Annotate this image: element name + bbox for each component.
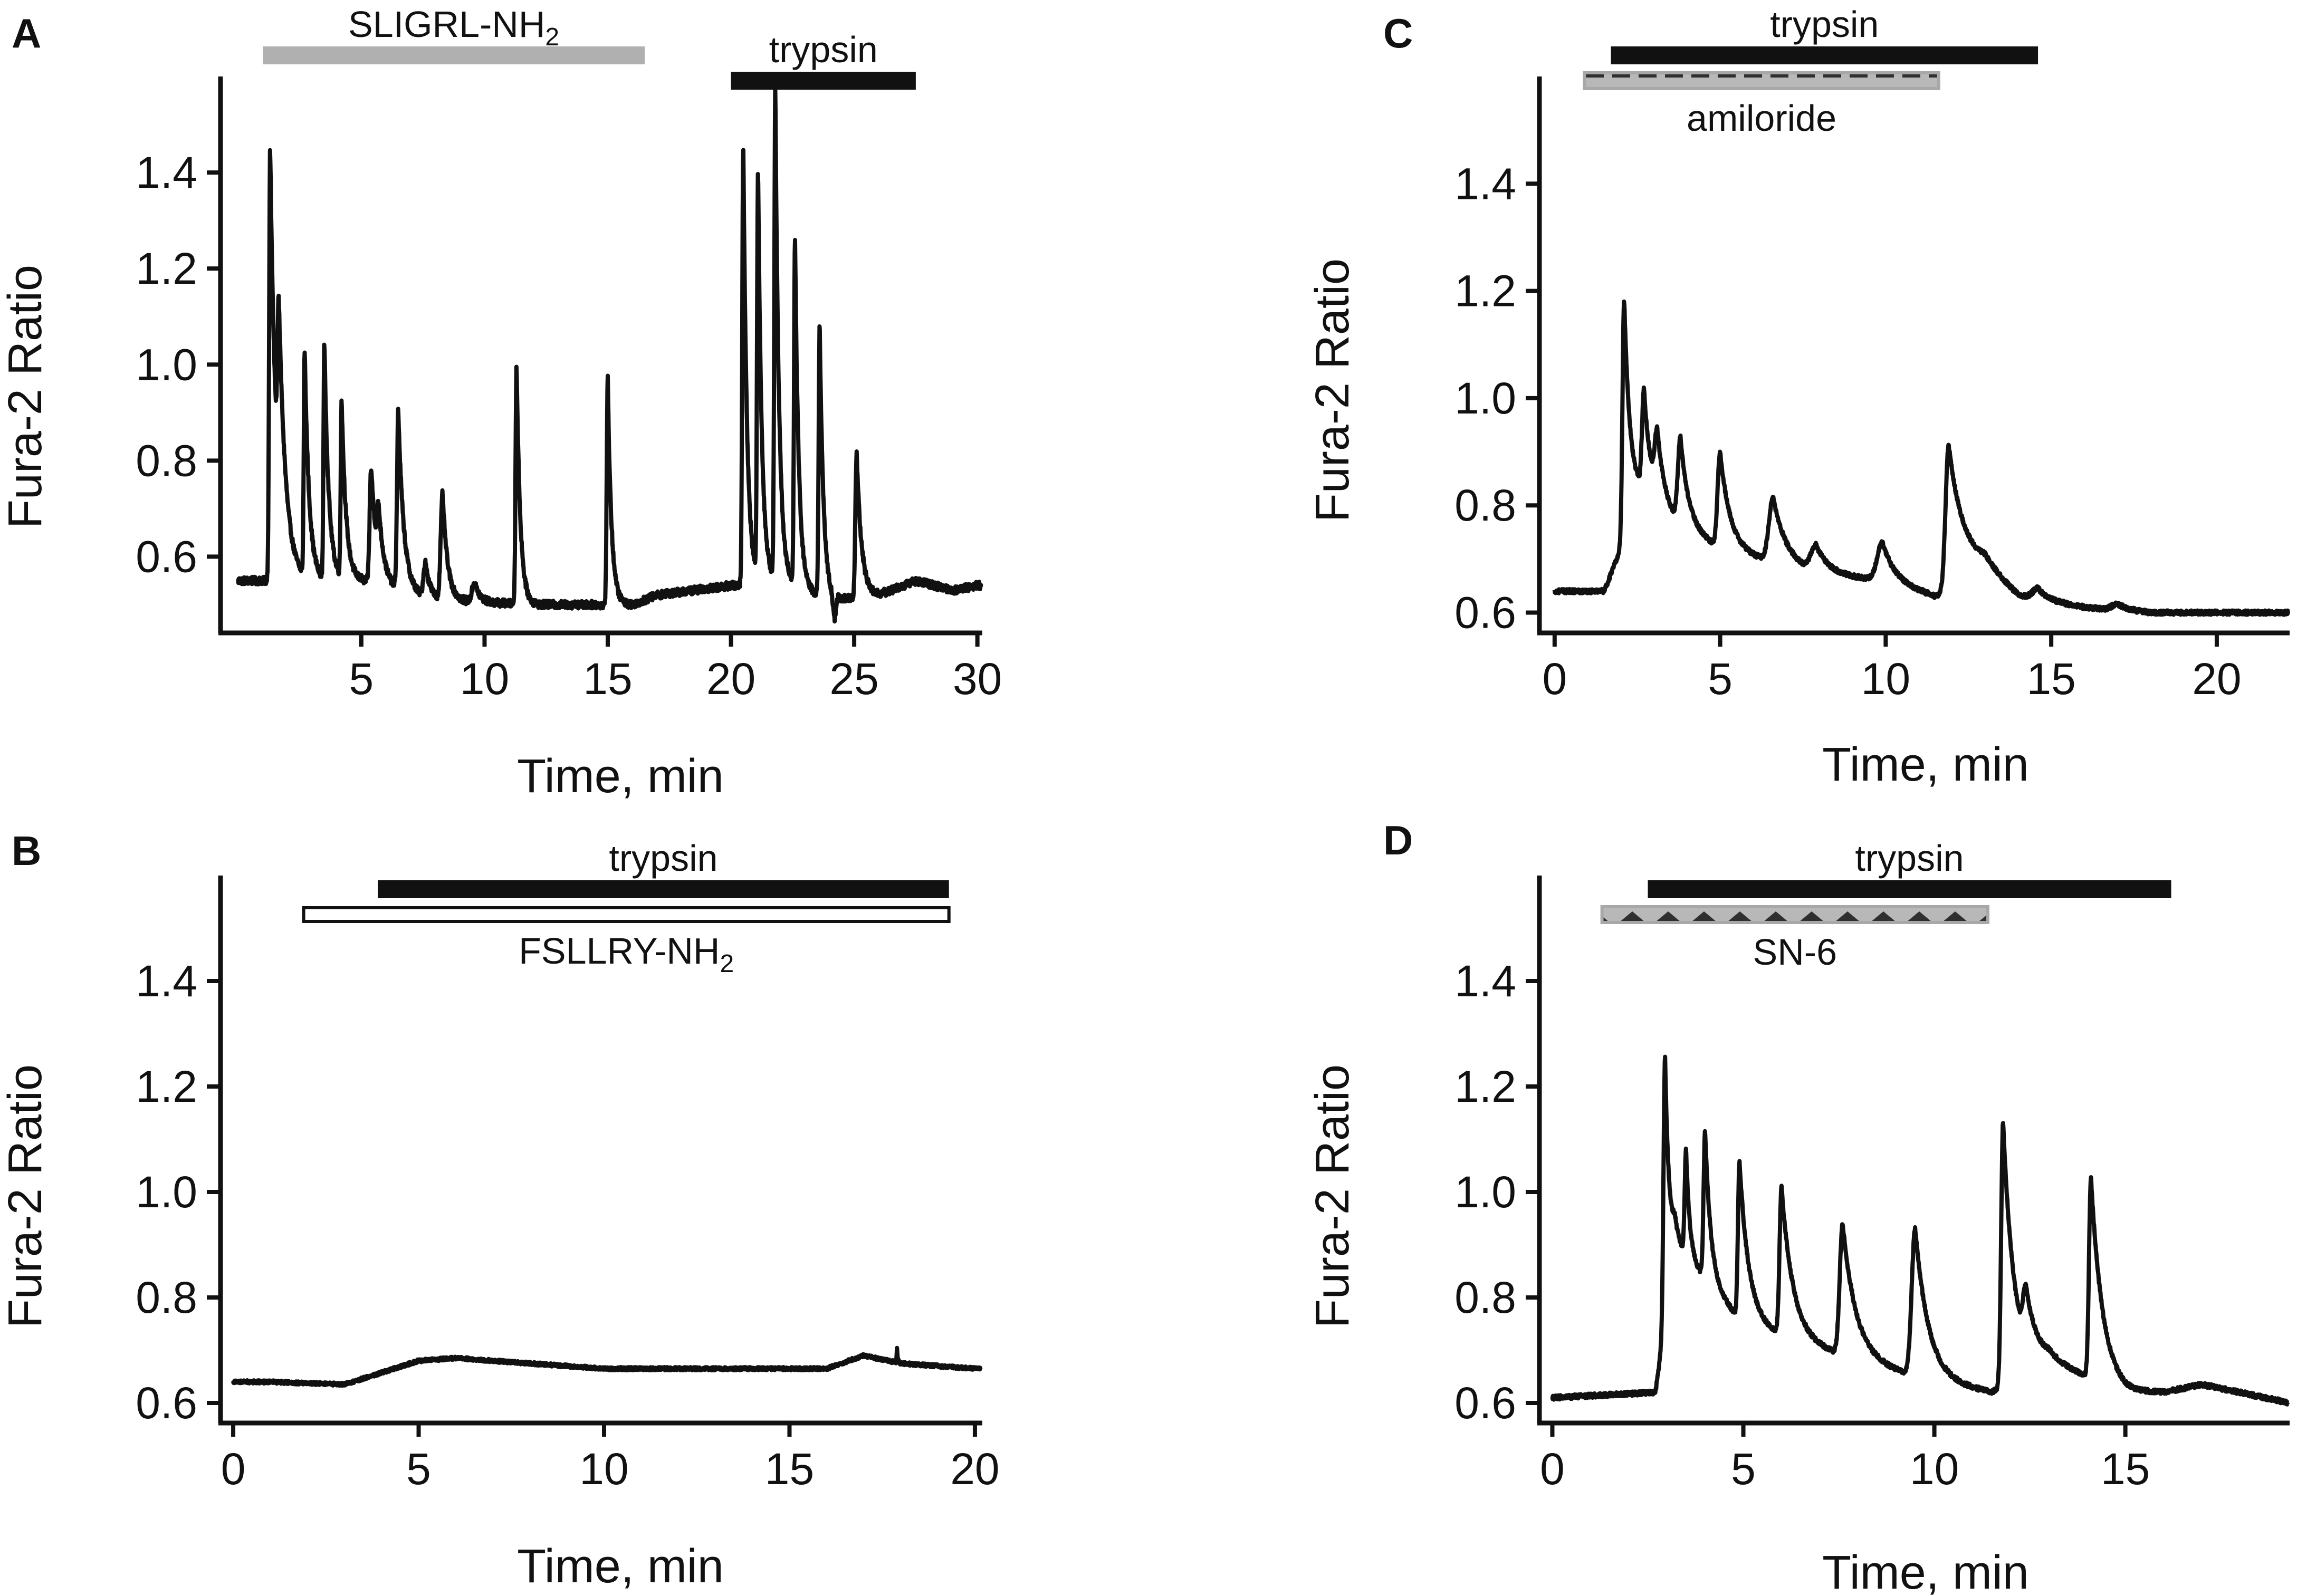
- panel-b-x-axis-title: Time, min: [517, 1540, 724, 1593]
- panel-letter-b: B: [12, 828, 41, 874]
- x-tick-label: 0: [1540, 1444, 1565, 1494]
- x-tick-label: 15: [2026, 654, 2075, 704]
- y-tick-label: 0.6: [1454, 588, 1516, 638]
- y-tick-label: 1.0: [1454, 373, 1516, 423]
- y-tick-label: 0.6: [1454, 1378, 1516, 1428]
- treatment-bar-trypsin: [1611, 46, 2038, 64]
- y-tick-label: 1.2: [136, 244, 197, 293]
- panel-c-y-axis-title: Fura-2 Ratio: [1306, 258, 1359, 522]
- panel-b-treatments: trypsin FSLLRY-NH2: [302, 838, 951, 978]
- y-tick-label: 1.0: [136, 340, 197, 389]
- treatment-bar-amiloride: [1583, 71, 1940, 90]
- panel-d-trace: [1550, 1054, 2290, 1407]
- treatment-bar-sligrl-nh: [263, 46, 645, 64]
- panel-a-y-axis-title: Fura-2 Ratio: [0, 265, 52, 528]
- x-tick-label: 5: [349, 654, 374, 704]
- x-tick-label: 5: [1731, 1444, 1756, 1494]
- panel-letter-d: D: [1383, 817, 1413, 863]
- panel-letter-c: C: [1383, 10, 1413, 56]
- y-tick-label: 0.8: [1454, 1273, 1516, 1322]
- treatment-bar-trypsin: [378, 880, 949, 898]
- panel-c-treatments: trypsin amiloride: [1583, 4, 2038, 139]
- x-tick-label: 0: [221, 1444, 246, 1494]
- treatment-label: trypsin: [769, 29, 878, 70]
- x-tick-label: 10: [1861, 654, 1910, 704]
- panel-a-trace: [236, 84, 983, 624]
- y-tick-label: 1.4: [136, 956, 197, 1006]
- y-tick-label: 1.4: [1454, 159, 1516, 208]
- panel-b-y-axis-title: Fura-2 Ratio: [0, 1064, 52, 1328]
- panel-a-x-axis-title: Time, min: [517, 750, 724, 803]
- treatment-label: FSLLRY-NH2: [519, 930, 734, 978]
- panel-a-treatments: SLIGRL-NH2 trypsin: [263, 4, 916, 90]
- panel-a-axes: 0.6 0.8 1.0 1.2 1.4 5 10 15 20 25 30: [136, 76, 1002, 704]
- x-tick-label: 20: [2192, 654, 2241, 704]
- panel-b-axes: 0.6 0.8 1.0 1.2 1.4 0 5 10 15 20: [136, 876, 1000, 1494]
- treatment-label: trypsin: [1770, 4, 1879, 45]
- panel-d-x-axis-title: Time, min: [1822, 1546, 2029, 1596]
- x-tick-label: 20: [950, 1444, 999, 1494]
- y-tick-label: 0.6: [136, 532, 197, 581]
- y-tick-label: 1.0: [136, 1167, 197, 1217]
- panel-c-axes: 0.6 0.8 1.0 1.2 1.4 0 5 10 15 20: [1454, 76, 2290, 704]
- treatment-bar-sn-6: [1600, 905, 1989, 924]
- treatment-label: amiloride: [1687, 98, 1836, 139]
- y-tick-label: 0.8: [136, 436, 197, 485]
- x-tick-label: 10: [579, 1444, 628, 1494]
- y-tick-label: 1.4: [136, 148, 197, 197]
- x-tick-label: 10: [1910, 1444, 1959, 1494]
- panel-d-y-axis-title: Fura-2 Ratio: [1306, 1064, 1359, 1328]
- y-tick-label: 1.2: [1454, 266, 1516, 316]
- x-tick-label: 30: [953, 654, 1002, 704]
- panel-b: B trypsin FSLLRY-NH2 0.6 0.8 1.0 1.2 1.4 0 5 10 1…: [0, 828, 1000, 1593]
- x-tick-label: 15: [583, 654, 632, 704]
- treatment-label: SLIGRL-NH2: [348, 4, 559, 51]
- panel-d-treatments: trypsin SN-6: [1600, 838, 2171, 973]
- x-tick-label: 5: [1708, 654, 1733, 704]
- x-tick-label: 0: [1542, 654, 1567, 704]
- x-tick-label: 20: [706, 654, 755, 704]
- treatment-bar-fsllry-nh: [302, 906, 951, 923]
- x-tick-label: 10: [460, 654, 509, 704]
- panel-b-trace: [231, 1345, 983, 1388]
- x-tick-label: 15: [2101, 1444, 2150, 1494]
- panel-c-x-axis-title: Time, min: [1822, 738, 2029, 791]
- panel-c: C trypsin amiloride 0.6 0.8 1.0 1.2 1.4 0 5 10 15…: [1306, 4, 2290, 791]
- treatment-label: trypsin: [609, 838, 717, 879]
- y-tick-label: 1.2: [136, 1062, 197, 1111]
- panel-d: D trypsin SN-6 0.6 0.8 1.0 1.2 1.4 0 5 10 15 Time…: [1306, 817, 2290, 1596]
- treatment-label: trypsin: [1855, 838, 1964, 879]
- treatment-label: SN-6: [1753, 931, 1837, 973]
- panel-letter-a: A: [12, 10, 41, 56]
- panel-a: A SLIGRL-NH2 trypsin 0.6 0.8 1.0 1.2 1.4 5 10 15…: [0, 4, 1002, 803]
- panel-d-axes: 0.6 0.8 1.0 1.2 1.4 0 5 10 15: [1454, 876, 2290, 1494]
- y-tick-label: 0.8: [1454, 480, 1516, 530]
- y-tick-label: 1.0: [1454, 1167, 1516, 1217]
- x-tick-label: 15: [765, 1444, 814, 1494]
- x-tick-label: 25: [829, 654, 878, 704]
- x-tick-label: 5: [406, 1444, 431, 1494]
- y-tick-label: 1.4: [1454, 956, 1516, 1006]
- treatment-bar-trypsin: [731, 72, 916, 90]
- y-tick-label: 0.8: [136, 1273, 197, 1322]
- y-tick-label: 0.6: [136, 1378, 197, 1428]
- y-tick-label: 1.2: [1454, 1062, 1516, 1111]
- panel-c-trace: [1552, 299, 2290, 617]
- treatment-bar-trypsin: [1648, 880, 2171, 898]
